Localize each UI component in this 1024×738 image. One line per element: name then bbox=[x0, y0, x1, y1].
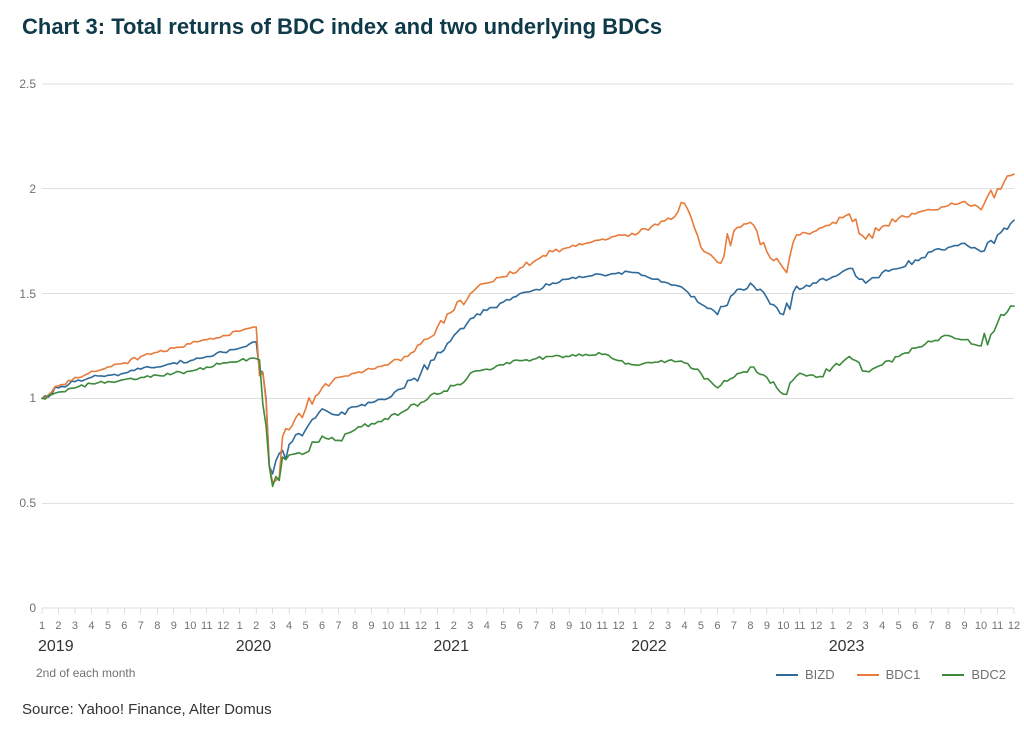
x-month-label: 7 bbox=[335, 620, 341, 632]
y-tick-label: 1 bbox=[14, 391, 36, 405]
x-month-label: 6 bbox=[517, 620, 523, 632]
x-month-label: 10 bbox=[975, 620, 987, 632]
x-month-label: 3 bbox=[270, 620, 276, 632]
x-month-label: 6 bbox=[319, 620, 325, 632]
x-month-label: 3 bbox=[467, 620, 473, 632]
legend-label: BDC1 bbox=[886, 667, 921, 682]
x-month-label: 7 bbox=[929, 620, 935, 632]
x-year-label: 2022 bbox=[631, 638, 667, 656]
legend-label: BIZD bbox=[805, 667, 835, 682]
x-month-label: 4 bbox=[286, 620, 292, 632]
x-month-label: 6 bbox=[912, 620, 918, 632]
x-month-label: 8 bbox=[352, 620, 358, 632]
x-year-label: 2023 bbox=[829, 638, 865, 656]
x-month-label: 11 bbox=[399, 620, 410, 632]
x-month-label: 11 bbox=[992, 620, 1003, 632]
x-month-label: 5 bbox=[698, 620, 704, 632]
y-tick-label: 2.5 bbox=[14, 77, 36, 91]
x-month-label: 4 bbox=[88, 620, 94, 632]
x-month-label: 1 bbox=[830, 620, 836, 632]
x-axis-note: 2nd of each month bbox=[36, 666, 135, 680]
x-month-label: 10 bbox=[184, 620, 196, 632]
x-month-label: 2 bbox=[451, 620, 457, 632]
x-month-label: 12 bbox=[612, 620, 624, 632]
series-line-bdc1 bbox=[42, 174, 1014, 482]
x-month-label: 5 bbox=[896, 620, 902, 632]
x-month-label: 8 bbox=[945, 620, 951, 632]
legend-item-bdc1: BDC1 bbox=[857, 667, 921, 682]
x-month-label: 1 bbox=[632, 620, 638, 632]
x-month-label: 5 bbox=[500, 620, 506, 632]
x-month-label: 3 bbox=[72, 620, 78, 632]
x-month-label: 4 bbox=[681, 620, 687, 632]
legend-swatch bbox=[776, 674, 798, 676]
x-month-label: 5 bbox=[303, 620, 309, 632]
x-month-label: 4 bbox=[484, 620, 490, 632]
legend: BIZD BDC1 BDC2 bbox=[776, 667, 1006, 682]
x-month-label: 2 bbox=[648, 620, 654, 632]
x-month-label: 6 bbox=[714, 620, 720, 632]
x-month-label: 1 bbox=[434, 620, 440, 632]
x-month-label: 9 bbox=[368, 620, 374, 632]
legend-item-bizd: BIZD bbox=[776, 667, 835, 682]
x-month-label: 12 bbox=[415, 620, 427, 632]
x-month-label: 2 bbox=[253, 620, 259, 632]
x-year-label: 2021 bbox=[433, 638, 469, 656]
legend-item-bdc2: BDC2 bbox=[942, 667, 1006, 682]
x-month-label: 12 bbox=[810, 620, 822, 632]
y-tick-label: 1.5 bbox=[14, 287, 36, 301]
x-month-label: 10 bbox=[580, 620, 592, 632]
x-month-label: 11 bbox=[794, 620, 805, 632]
x-month-label: 9 bbox=[171, 620, 177, 632]
y-tick-label: 2 bbox=[14, 182, 36, 196]
legend-swatch bbox=[942, 674, 964, 676]
x-month-label: 1 bbox=[39, 620, 45, 632]
chart-container: Chart 3: Total returns of BDC index and … bbox=[0, 0, 1024, 738]
x-month-label: 10 bbox=[382, 620, 394, 632]
x-month-label: 8 bbox=[154, 620, 160, 632]
x-month-label: 12 bbox=[217, 620, 229, 632]
x-month-label: 6 bbox=[121, 620, 127, 632]
x-month-label: 4 bbox=[879, 620, 885, 632]
series-line-bdc2 bbox=[42, 306, 1014, 487]
x-month-label: 7 bbox=[138, 620, 144, 632]
x-month-label: 8 bbox=[550, 620, 556, 632]
y-tick-label: 0 bbox=[14, 601, 36, 615]
x-month-label: 3 bbox=[665, 620, 671, 632]
x-month-label: 7 bbox=[533, 620, 539, 632]
x-month-label: 11 bbox=[201, 620, 212, 632]
x-month-label: 2 bbox=[55, 620, 61, 632]
x-month-label: 11 bbox=[596, 620, 607, 632]
x-month-label: 3 bbox=[863, 620, 869, 632]
x-month-label: 9 bbox=[566, 620, 572, 632]
x-month-label: 2 bbox=[846, 620, 852, 632]
x-month-label: 5 bbox=[105, 620, 111, 632]
y-tick-label: 0.5 bbox=[14, 496, 36, 510]
x-month-label: 8 bbox=[747, 620, 753, 632]
source-label: Source: Yahoo! Finance, Alter Domus bbox=[22, 701, 272, 718]
x-month-label: 7 bbox=[731, 620, 737, 632]
x-month-label: 9 bbox=[962, 620, 968, 632]
x-month-label: 10 bbox=[777, 620, 789, 632]
x-year-label: 2019 bbox=[38, 638, 74, 656]
legend-label: BDC2 bbox=[971, 667, 1006, 682]
x-month-label: 1 bbox=[237, 620, 243, 632]
x-month-label: 12 bbox=[1008, 620, 1020, 632]
x-year-label: 2020 bbox=[236, 638, 272, 656]
x-month-label: 9 bbox=[764, 620, 770, 632]
legend-swatch bbox=[857, 674, 879, 676]
series-line-bizd bbox=[42, 220, 1014, 474]
